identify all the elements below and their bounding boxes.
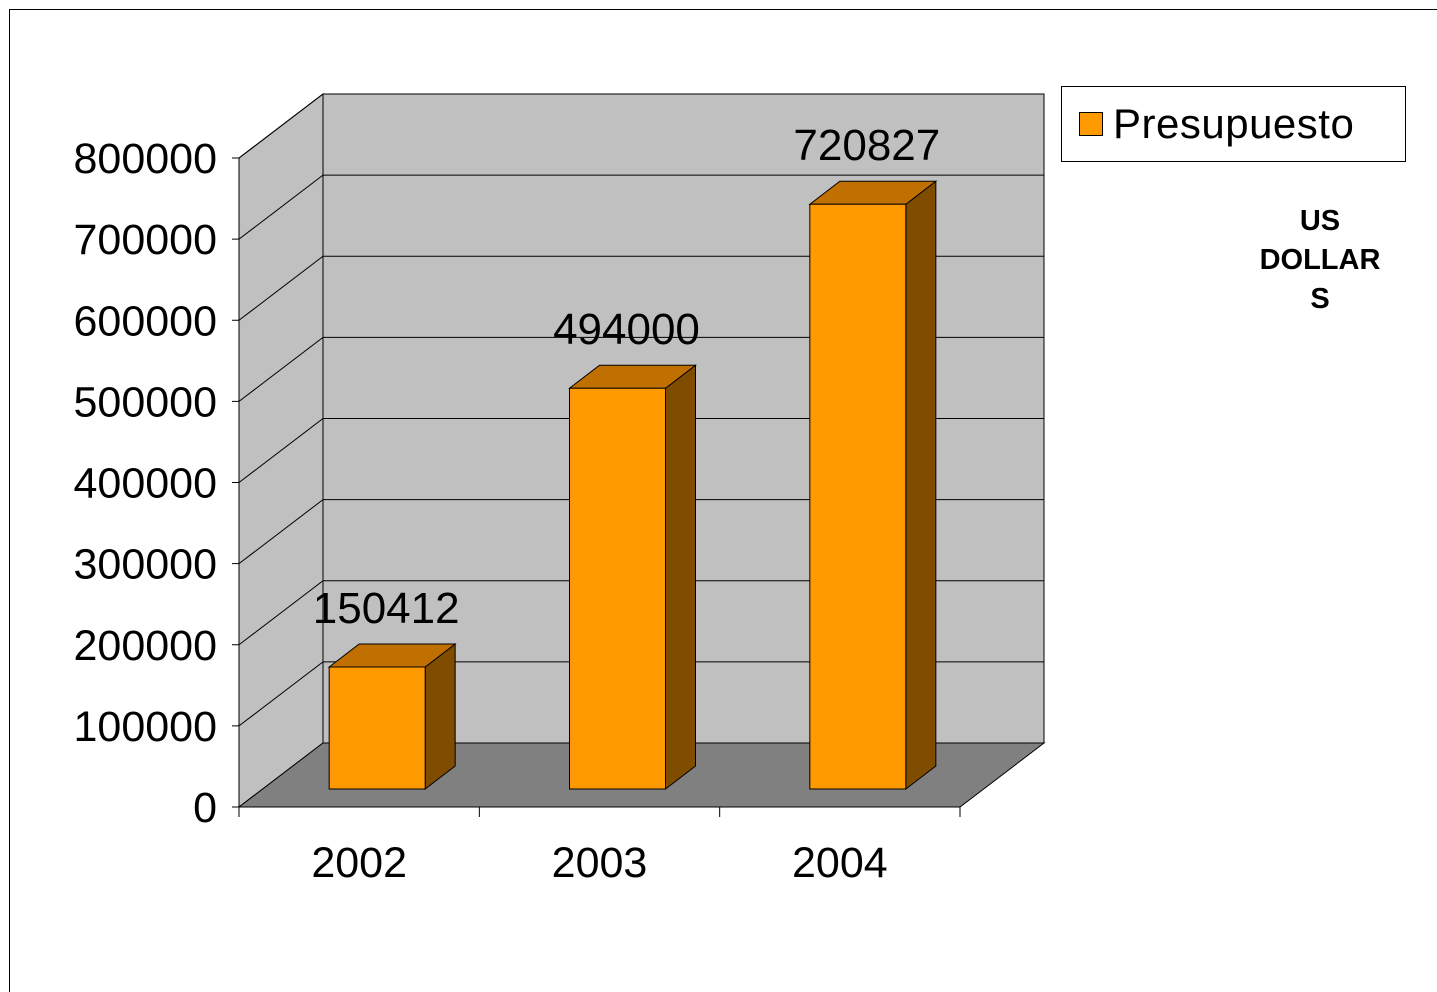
bar-side	[424, 642, 456, 791]
gridline	[238, 418, 1044, 483]
data-label: 720827	[793, 121, 940, 170]
bar	[328, 666, 426, 790]
unit-note: US DOLLAR S	[1220, 202, 1420, 319]
unit-note-line: US	[1299, 205, 1341, 237]
bar	[569, 387, 666, 790]
legend: Presupuesto	[1061, 86, 1406, 162]
gridline	[238, 255, 1044, 321]
chart-frame	[9, 9, 1437, 992]
y-tick-label: 600000	[74, 297, 218, 345]
bar-side	[905, 180, 937, 791]
data-labels: 150412 494000 720827	[313, 121, 940, 633]
gridline	[238, 499, 1044, 565]
y-tick-label: 400000	[74, 460, 218, 508]
x-tick-label: 2004	[792, 839, 888, 887]
axes	[232, 157, 961, 817]
data-label: 494000	[553, 305, 700, 354]
y-tick-label: 500000	[74, 378, 218, 426]
gridline	[238, 580, 1044, 646]
y-tick-label: 0	[193, 784, 217, 832]
bar-side	[665, 364, 696, 791]
x-tick-label: 2002	[311, 839, 407, 887]
gridline	[238, 336, 1044, 402]
y-tick-label: 700000	[74, 216, 218, 264]
y-tick-label: 800000	[74, 135, 218, 183]
gridline	[238, 661, 1044, 727]
legend-swatch-presupuesto	[1079, 112, 1103, 136]
bars	[327, 180, 938, 791]
data-label: 150412	[313, 584, 460, 633]
y-tick-label: 300000	[74, 541, 218, 589]
y-axis-tick-labels: 0 100000 200000 300000 400000 500000 600000 700…	[74, 135, 218, 832]
y-tick-label: 200000	[74, 622, 218, 670]
bar	[809, 203, 907, 790]
y-tick-label: 100000	[74, 703, 218, 751]
gridline	[238, 174, 1044, 240]
gridline	[238, 93, 1044, 159]
legend-label-presupuesto: Presupuesto	[1113, 100, 1355, 147]
x-axis-tick-labels: 2002 2003 2004	[311, 839, 887, 887]
unit-note-line: S	[1310, 283, 1330, 315]
gridlines	[238, 93, 1044, 727]
unit-note-line: DOLLAR	[1259, 244, 1381, 276]
x-tick-label: 2003	[552, 839, 648, 887]
